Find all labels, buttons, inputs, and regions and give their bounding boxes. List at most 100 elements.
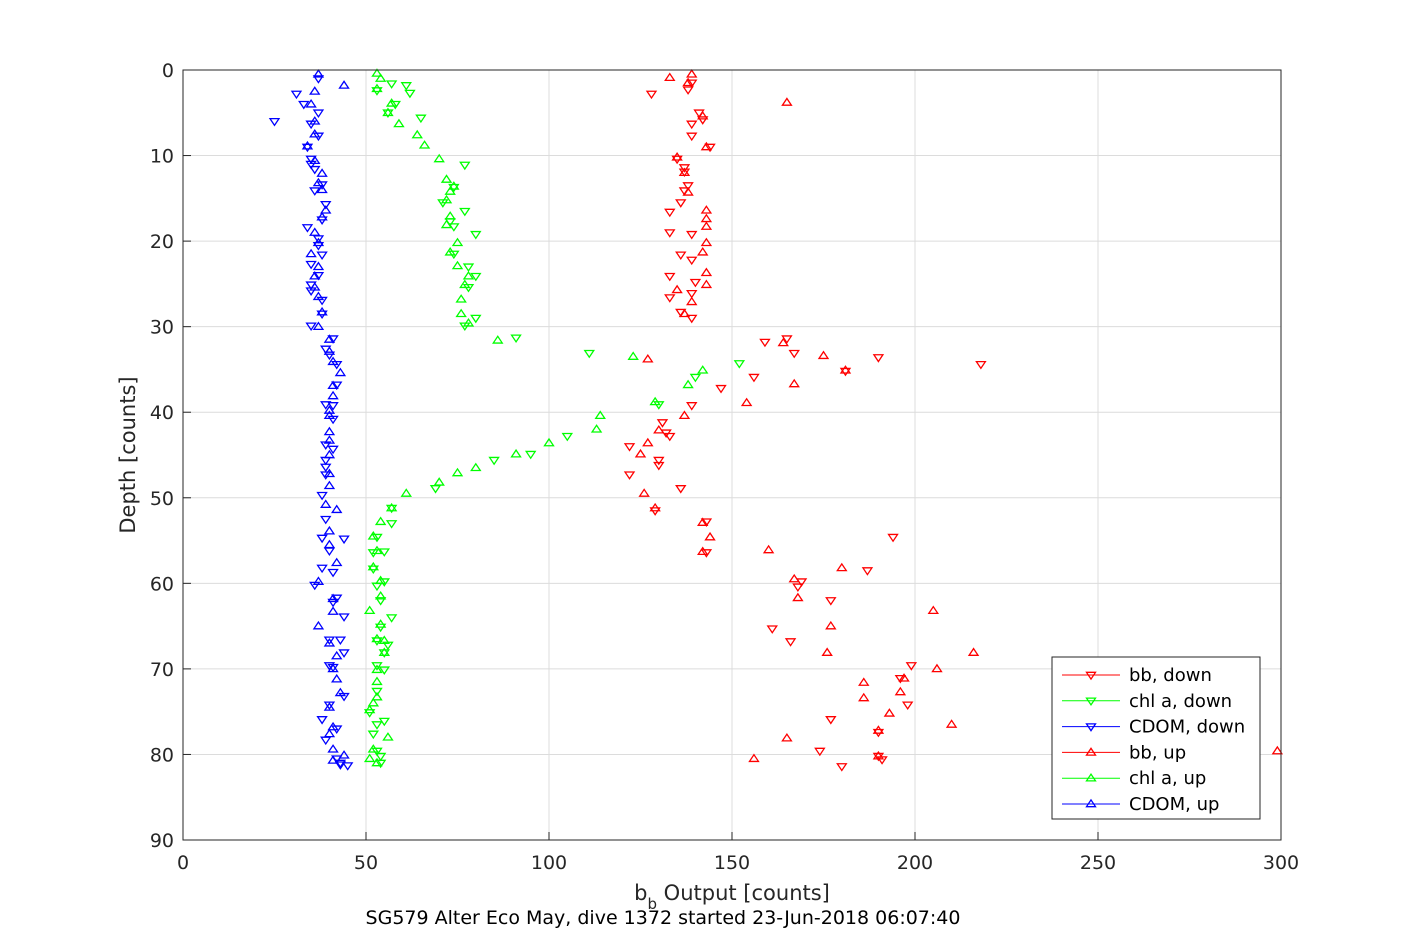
data-point — [378, 578, 391, 587]
data-point — [488, 456, 500, 466]
data-point — [682, 77, 694, 87]
data-point — [638, 488, 650, 497]
data-point — [788, 349, 800, 359]
data-point — [312, 291, 325, 301]
data-point — [371, 664, 383, 674]
data-point — [470, 230, 482, 240]
data-point — [404, 89, 416, 99]
data-point — [543, 437, 555, 447]
data-point — [331, 673, 343, 683]
data-point — [371, 68, 383, 77]
data-point — [686, 402, 698, 411]
data-point — [704, 531, 716, 541]
data-point — [385, 614, 398, 623]
data-point — [378, 548, 391, 557]
data-point — [671, 152, 683, 161]
data-point — [378, 635, 391, 645]
data-point — [268, 117, 281, 127]
data-point — [682, 379, 694, 389]
data-point — [887, 533, 899, 543]
data-point — [594, 410, 606, 419]
data-point — [338, 649, 350, 658]
data-point — [371, 83, 383, 93]
data-point — [327, 606, 339, 615]
data-point — [323, 435, 336, 444]
data-point — [338, 535, 350, 545]
data-point — [510, 334, 522, 344]
data-point — [312, 69, 325, 78]
data-point — [374, 759, 387, 769]
legend-marker — [1085, 671, 1097, 681]
data-point — [374, 73, 387, 82]
legend-item: chl a, down — [1062, 691, 1232, 712]
data-point — [700, 237, 713, 247]
data-point — [433, 153, 445, 163]
data-point — [382, 107, 394, 117]
data-point — [459, 279, 471, 289]
data-point — [927, 605, 940, 615]
data-point — [817, 350, 830, 360]
data-point — [312, 620, 325, 630]
data-point — [975, 360, 987, 370]
data-point — [312, 261, 325, 271]
data-point — [825, 597, 837, 606]
data-point — [316, 491, 328, 501]
y-tick-label: 30 — [150, 317, 174, 339]
legend-label: chl a, up — [1129, 768, 1206, 789]
data-point — [459, 161, 471, 171]
data-point — [367, 531, 380, 540]
data-point — [440, 219, 453, 229]
data-point — [825, 716, 837, 725]
data-point — [649, 396, 661, 406]
data-point — [967, 647, 980, 656]
legend-box — [1051, 656, 1261, 820]
data-point — [363, 605, 376, 615]
data-point — [309, 282, 321, 291]
data-point — [642, 437, 654, 447]
y-tick-label: 40 — [150, 402, 174, 424]
data-point — [715, 384, 727, 394]
data-point — [320, 200, 332, 210]
data-point — [374, 619, 387, 628]
data-point — [320, 471, 332, 480]
data-point — [385, 502, 398, 512]
data-point — [327, 402, 339, 411]
data-point — [334, 761, 347, 770]
data-point — [524, 450, 537, 460]
data-point — [371, 533, 383, 543]
x-axis-label-rest: Output [counts] — [657, 881, 830, 905]
chart-caption: SG579 Alter Eco May, dive 1372 started 2… — [366, 907, 961, 929]
x-axis-label-subscript: b — [647, 895, 657, 913]
data-point — [320, 499, 332, 508]
data-point — [678, 167, 691, 177]
data-point — [455, 294, 467, 303]
data-point — [312, 321, 325, 331]
data-point — [305, 322, 317, 332]
series-4 — [363, 68, 709, 767]
data-point — [385, 80, 398, 89]
data-point — [740, 397, 753, 407]
data-point — [781, 732, 793, 742]
data-point — [440, 194, 453, 204]
data-point — [327, 744, 339, 753]
data-point — [323, 468, 336, 478]
data-point — [374, 590, 387, 600]
data-point — [448, 181, 460, 190]
data-point — [697, 247, 709, 256]
data-point — [323, 410, 336, 419]
data-point — [664, 229, 676, 238]
data-point — [327, 663, 339, 673]
data-point — [415, 114, 427, 124]
data-point — [309, 86, 321, 95]
data-point — [327, 380, 339, 390]
data-point — [385, 520, 398, 529]
data-point — [389, 100, 401, 110]
data-point — [323, 638, 336, 647]
series-5 — [301, 69, 350, 764]
data-point — [697, 116, 709, 125]
data-point — [653, 461, 665, 471]
data-point — [462, 318, 475, 327]
data-point — [323, 351, 336, 361]
data-point — [378, 666, 391, 675]
data-point — [898, 673, 910, 682]
